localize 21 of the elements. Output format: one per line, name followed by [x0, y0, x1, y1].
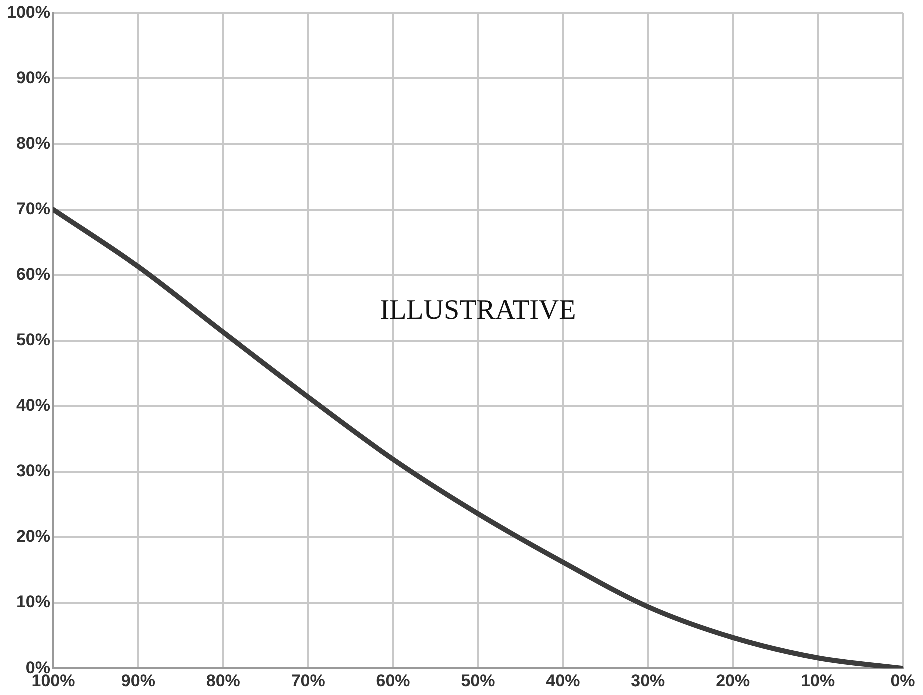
y-tick-label: 90%: [16, 68, 50, 88]
x-tick-label: 50%: [461, 671, 496, 690]
y-tick-label: 10%: [16, 592, 50, 612]
x-tick-label: 40%: [546, 671, 580, 690]
y-tick-label: 70%: [16, 200, 50, 219]
x-tick-label: 70%: [291, 671, 326, 690]
y-tick-label: 50%: [16, 330, 50, 350]
x-tick-label: 60%: [376, 671, 410, 690]
y-tick-label: 100%: [6, 2, 50, 22]
annotation: ILLUSTRATIVE: [380, 294, 576, 326]
x-tick-label: 10%: [801, 671, 836, 690]
y-tick-label: 20%: [16, 527, 50, 546]
x-tick-label: 0%: [890, 671, 916, 690]
x-tick-label: 30%: [631, 671, 666, 690]
x-tick-label: 80%: [206, 671, 240, 690]
y-tick-label: 60%: [16, 265, 50, 284]
y-tick-label: 30%: [16, 462, 50, 481]
x-tick-label: 20%: [716, 671, 750, 690]
y-tick-label: 80%: [16, 134, 50, 153]
x-tick-label: 90%: [121, 671, 156, 690]
y-tick-label: 40%: [16, 396, 50, 416]
